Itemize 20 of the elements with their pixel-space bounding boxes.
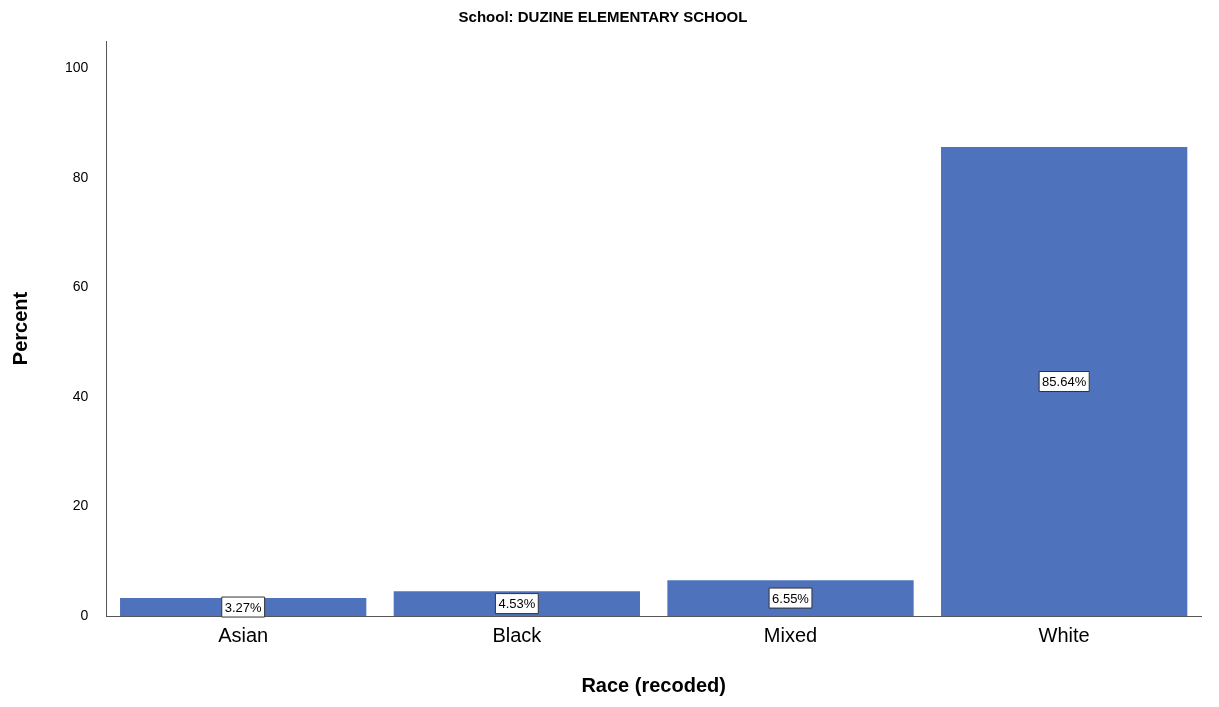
x-tick-label: Asian bbox=[218, 623, 269, 646]
bar bbox=[941, 147, 1188, 616]
x-tick-label: White bbox=[1038, 623, 1090, 646]
y-tick-label: 60 bbox=[72, 278, 89, 295]
data-label: 6.55% bbox=[772, 590, 810, 606]
data-label: 85.64% bbox=[1042, 374, 1087, 390]
x-axis-title: Race (recoded) bbox=[581, 673, 726, 696]
bar bbox=[667, 580, 914, 616]
y-tick-label: 20 bbox=[72, 497, 89, 514]
y-axis-title: Percent bbox=[8, 291, 31, 366]
x-tick-label: Mixed bbox=[763, 623, 818, 646]
bar bbox=[393, 591, 640, 616]
data-label: 3.27% bbox=[224, 599, 263, 615]
y-tick-label: 100 bbox=[65, 59, 89, 76]
x-tick-label: Black bbox=[492, 623, 543, 646]
y-tick-label: 80 bbox=[72, 168, 89, 185]
chart-title: School: DUZINE ELEMENTARY SCHOOL bbox=[458, 8, 748, 26]
data-label: 4.53% bbox=[498, 596, 536, 612]
y-tick-label: 40 bbox=[72, 387, 89, 404]
y-tick-label: 0 bbox=[80, 606, 89, 623]
